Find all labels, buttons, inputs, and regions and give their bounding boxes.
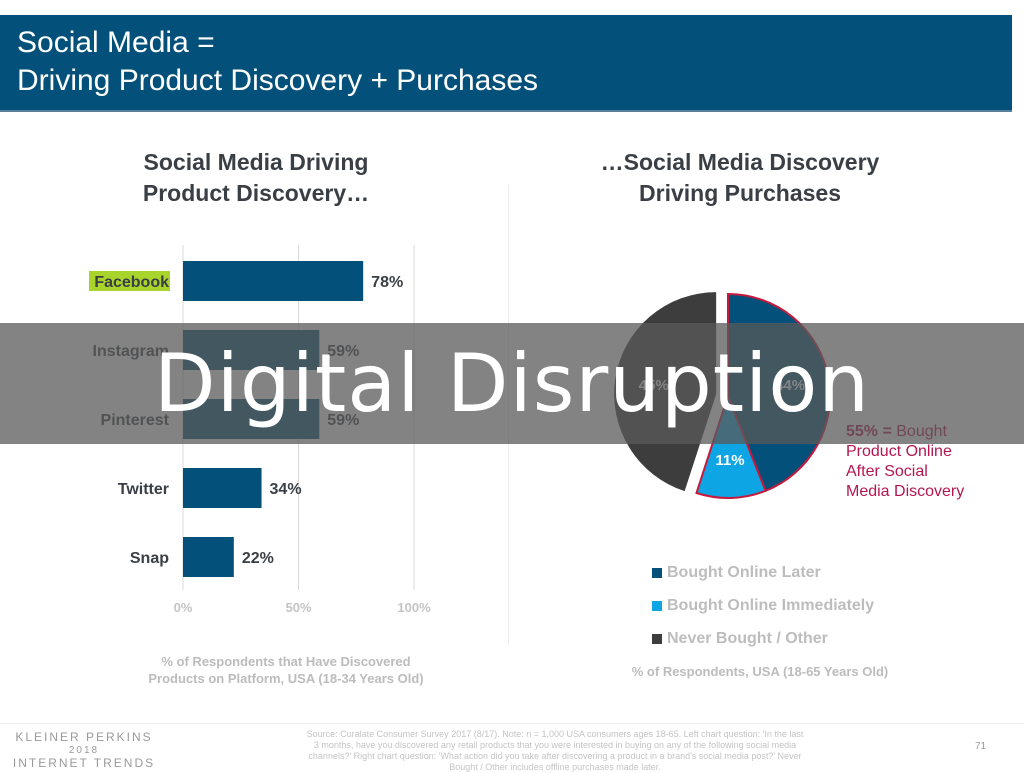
x-tick-label: 100% bbox=[397, 600, 431, 615]
legend-label: Never Bought / Other bbox=[667, 629, 828, 647]
right-chart-heading-line-2: Driving Purchases bbox=[639, 180, 841, 206]
right-chart-heading-line-1: …Social Media Discovery bbox=[600, 149, 880, 175]
right-chart-heading: …Social Media Discovery Driving Purchase… bbox=[560, 147, 920, 209]
slide-title-bar: Social Media = Driving Product Discovery… bbox=[0, 15, 1012, 112]
logo-line-3: INTERNET TRENDS bbox=[12, 756, 156, 770]
logo-line-2: 2018 bbox=[68, 745, 100, 756]
watermark-text: Digital Disruption bbox=[153, 337, 870, 430]
slide-title-line-2: Driving Product Discovery + Purchases bbox=[17, 64, 539, 97]
callout-line-4: Media Discovery bbox=[846, 483, 965, 500]
watermark-banner bbox=[0, 323, 1024, 444]
bar bbox=[183, 468, 262, 508]
left-chart-heading-line-1: Social Media Driving bbox=[143, 149, 369, 175]
legend-swatch-bought-immediately bbox=[652, 600, 662, 611]
left-chart-note-line-2: Products on Platform, USA (18-34 Years O… bbox=[148, 671, 424, 686]
pie-legend: Bought Online Later Bought Online Immedi… bbox=[652, 556, 874, 655]
left-chart-heading: Social Media Driving Product Discovery… bbox=[96, 147, 416, 209]
pie-slice-label: 11% bbox=[715, 452, 744, 469]
bar-value-label: 78% bbox=[371, 274, 403, 291]
callout-line-2: Product Online bbox=[846, 443, 952, 460]
bar bbox=[183, 261, 364, 301]
left-chart-heading-line-2: Product Discovery… bbox=[142, 180, 370, 206]
legend-label: Bought Online Immediately bbox=[667, 596, 875, 614]
legend-swatch-never-bought bbox=[652, 633, 662, 644]
pie-callout: 55% = Bought Product Online After Social… bbox=[846, 422, 964, 502]
footer-divider bbox=[0, 723, 1024, 724]
legend-swatch-bought-later bbox=[652, 567, 662, 578]
bar-value-label: 34% bbox=[270, 481, 302, 498]
legend-item-bought-immediately: Bought Online Immediately bbox=[652, 589, 874, 622]
bar bbox=[183, 537, 234, 577]
legend-item-bought-later: Bought Online Later bbox=[652, 556, 874, 589]
x-tick-label: 0% bbox=[174, 600, 193, 615]
legend-item-never-bought: Never Bought / Other bbox=[652, 622, 874, 655]
page-number: 71 bbox=[975, 741, 987, 752]
bar-value-label: 22% bbox=[242, 550, 274, 567]
callout-line-3: After Social bbox=[846, 463, 928, 480]
category-label: Snap bbox=[130, 550, 169, 567]
legend-label: Bought Online Later bbox=[667, 563, 821, 581]
x-tick-label: 50% bbox=[285, 600, 311, 615]
slide-title-line-1: Social Media = bbox=[17, 26, 215, 59]
kleiner-perkins-logo: KLEINER PERKINS 2018 INTERNET TRENDS bbox=[8, 731, 160, 770]
pie-slice bbox=[695, 393, 767, 499]
logo-line-1: KLEINER PERKINS bbox=[15, 730, 153, 744]
left-chart-note-line-1: % of Respondents that Have Discovered bbox=[161, 654, 411, 669]
left-chart-note: % of Respondents that Have Discovered Pr… bbox=[96, 653, 476, 687]
source-note: Source: Curalate Consumer Survey 2017 (8… bbox=[306, 729, 804, 772]
category-label: Twitter bbox=[118, 481, 169, 498]
category-label: Facebook bbox=[94, 274, 169, 291]
right-chart-note: % of Respondents, USA (18-65 Years Old) bbox=[631, 664, 889, 679]
category-highlight bbox=[89, 271, 170, 291]
